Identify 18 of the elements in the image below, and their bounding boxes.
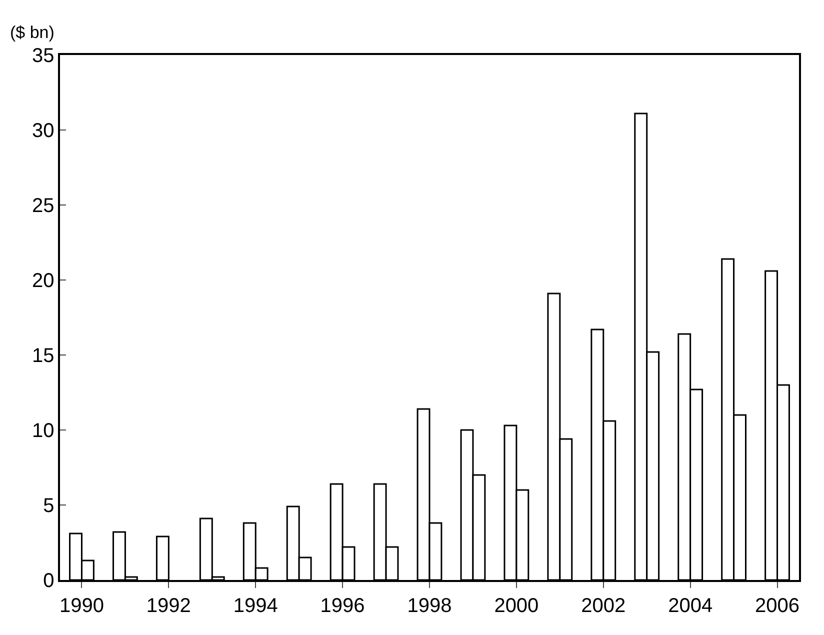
x-tick-label: 1992 <box>146 594 191 617</box>
x-tick-label: 1994 <box>233 594 278 617</box>
x-tick-label: 1998 <box>407 594 452 617</box>
x-tick-label: 2004 <box>668 594 713 617</box>
y-tick-label: 15 <box>32 345 54 367</box>
x-tick-label: 2000 <box>494 594 539 617</box>
y-tick-label: 10 <box>32 420 54 442</box>
y-tick-label: 35 <box>32 45 54 67</box>
x-tick-label: 1990 <box>59 594 104 617</box>
x-tick-label: 2002 <box>581 594 626 617</box>
y-tick-label: 25 <box>32 195 54 217</box>
x-tick-label: 1996 <box>320 594 365 617</box>
x-tick-label: 2006 <box>755 594 800 617</box>
y-tick-label: 30 <box>32 120 54 142</box>
y-tick-label: 0 <box>43 570 54 592</box>
y-tick-label: 20 <box>32 270 54 292</box>
y-tick-label: 5 <box>43 495 54 517</box>
y-axis-title: ($ bn) <box>10 23 54 42</box>
